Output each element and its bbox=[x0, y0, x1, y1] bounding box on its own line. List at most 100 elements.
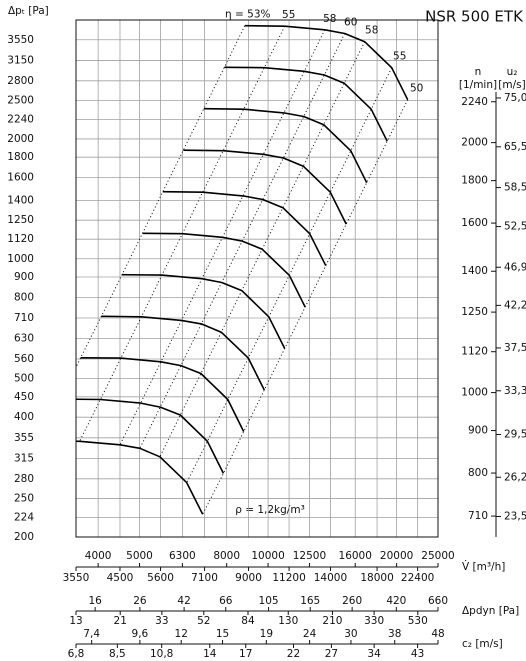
x-tick-label: 6300 bbox=[169, 550, 196, 562]
y-tick-label: 3150 bbox=[7, 54, 34, 66]
y-tick-label: 200 bbox=[14, 531, 34, 543]
y-tick-label: 1800 bbox=[7, 151, 34, 163]
right-axis-label: n bbox=[475, 66, 482, 78]
chart-title: NSR 500 ETK bbox=[425, 8, 524, 26]
right-axis-tick-label: 1120 bbox=[461, 346, 488, 358]
extra-axis-tick-label: 6,8 bbox=[68, 648, 85, 660]
y-tick-label: 1400 bbox=[7, 195, 34, 207]
extra-axis-tick-label: 27 bbox=[325, 648, 338, 660]
extra-axis-tick-label: 19 bbox=[260, 628, 273, 640]
extra-axis-tick-label: 66 bbox=[219, 595, 233, 607]
efficiency-label: η = 53% bbox=[225, 9, 270, 21]
extra-axis-tick-label: 84 bbox=[241, 615, 255, 627]
x-tick-label: 12500 bbox=[293, 550, 326, 562]
extra-axis-tick-label: 33 bbox=[155, 615, 168, 627]
y-tick-label: 2800 bbox=[7, 75, 34, 87]
right-axis-tick-label: 1250 bbox=[461, 306, 488, 318]
y-tick-label: 224 bbox=[14, 511, 34, 523]
x-tick-label: 18000 bbox=[360, 572, 393, 584]
extra-axis-tick-label: 420 bbox=[386, 595, 406, 607]
fan-curve bbox=[101, 315, 266, 391]
y-tick-label: 1250 bbox=[7, 214, 34, 226]
extra-axis-tick-label: 130 bbox=[278, 615, 298, 627]
right-axis-tick-label: 2000 bbox=[461, 137, 488, 149]
y-tick-label: 900 bbox=[14, 271, 34, 283]
efficiency-label: 50 bbox=[410, 83, 423, 95]
extra-axis-tick-label: 15 bbox=[216, 628, 229, 640]
extra-axis-tick-label: 530 bbox=[408, 615, 428, 627]
x-tick-label: 4500 bbox=[107, 572, 134, 584]
x-tick-label: 8000 bbox=[213, 550, 240, 562]
y-tick-label: 710 bbox=[14, 312, 34, 324]
extra-axis-tick-label: 30 bbox=[344, 628, 357, 640]
plot-frame bbox=[75, 19, 439, 538]
right-axis-tick-label: 42,2 bbox=[504, 299, 526, 311]
efficiency-label: 58 bbox=[365, 25, 378, 37]
y-tick-label: 560 bbox=[14, 353, 34, 365]
right-axis-tick-label: 26,2 bbox=[504, 471, 526, 483]
fan-curve bbox=[80, 357, 245, 432]
x-tick-label: 9000 bbox=[235, 572, 262, 584]
extra-axis-tick-label: 660 bbox=[428, 595, 448, 607]
fan-curve bbox=[76, 440, 204, 515]
right-axis-tick-label: 1600 bbox=[461, 217, 488, 229]
right-axis-tick-label: 46,9 bbox=[504, 261, 526, 273]
extra-axis-tick-label: 34 bbox=[367, 648, 381, 660]
x-tick-label: 22400 bbox=[401, 572, 434, 584]
fan-curve bbox=[244, 24, 409, 101]
extra-axis-tick-label: 12 bbox=[175, 628, 188, 640]
y-tick-label: 1120 bbox=[7, 233, 34, 245]
y-tick-label: 2500 bbox=[7, 94, 34, 106]
y-tick-label: 3550 bbox=[7, 34, 34, 46]
x-tick-label: 3550 bbox=[63, 572, 90, 584]
right-axis-tick-label: 1800 bbox=[461, 175, 488, 187]
extra-axis-tick-label: 105 bbox=[259, 595, 279, 607]
extra-axis-tick-label: 17 bbox=[239, 648, 252, 660]
extra-axis-tick-label: 14 bbox=[203, 648, 217, 660]
y-tick-label: 355 bbox=[14, 432, 34, 444]
extra-axis-tick-label: 26 bbox=[133, 595, 147, 607]
right-axis-tick-label: 75,0 bbox=[504, 92, 526, 104]
x-tick-label: 14000 bbox=[314, 572, 347, 584]
x-tick-label: 10000 bbox=[251, 550, 284, 562]
efficiency-label: 55 bbox=[282, 9, 295, 21]
extra-axis-tick-label: 210 bbox=[322, 615, 342, 627]
fan-curve bbox=[203, 107, 368, 184]
right-axis-tick-label: 800 bbox=[468, 467, 488, 479]
y-axis-label: Δpₜ [Pa] bbox=[8, 5, 49, 17]
y-tick-label: 630 bbox=[14, 333, 34, 345]
extra-axis-tick-label: 24 bbox=[303, 628, 317, 640]
y-tick-label: 400 bbox=[14, 411, 34, 423]
y-tick-label: 315 bbox=[14, 452, 34, 464]
x-tick-label: 20000 bbox=[380, 550, 413, 562]
extra-axis-tick-label: 330 bbox=[364, 615, 384, 627]
extra-axis-tick-label: 22 bbox=[287, 648, 300, 660]
extra-axis-tick-label: 10,8 bbox=[150, 648, 173, 660]
y-tick-label: 250 bbox=[14, 492, 34, 504]
x-tick-label: 11200 bbox=[272, 572, 305, 584]
extra-axis-tick-label: 48 bbox=[431, 628, 444, 640]
extra-axis-tick-label: 38 bbox=[388, 628, 401, 640]
right-axis-unit: [1/min] bbox=[459, 79, 497, 91]
fan-curve bbox=[224, 66, 388, 142]
x-tick-label: 5000 bbox=[126, 550, 153, 562]
efficiency-label: 55 bbox=[393, 51, 406, 63]
annotation: ρ = 1,2kg/m³ bbox=[235, 504, 305, 516]
y-tick-label: 1000 bbox=[7, 253, 34, 265]
extra-axis-tick-label: 16 bbox=[88, 595, 102, 607]
right-axis-tick-label: 65,5 bbox=[504, 141, 526, 153]
extra-axis-tick-label: 165 bbox=[300, 595, 320, 607]
extra-axis-tick-label: 13 bbox=[69, 615, 82, 627]
y-tick-label: 2000 bbox=[7, 133, 34, 145]
extra-axis-label: c₂ [m/s] bbox=[462, 638, 503, 650]
y-tick-label: 1600 bbox=[7, 172, 34, 184]
fan-curve bbox=[121, 273, 286, 349]
extra-axis-label: Δpdyn [Pa] bbox=[462, 605, 519, 617]
extra-axis-tick-label: 8,5 bbox=[109, 648, 126, 660]
efficiency-label: 58 bbox=[323, 13, 336, 25]
x-tick-label: 7100 bbox=[191, 572, 218, 584]
x-tick-label: 25000 bbox=[421, 550, 454, 562]
fan-curve bbox=[76, 398, 225, 474]
